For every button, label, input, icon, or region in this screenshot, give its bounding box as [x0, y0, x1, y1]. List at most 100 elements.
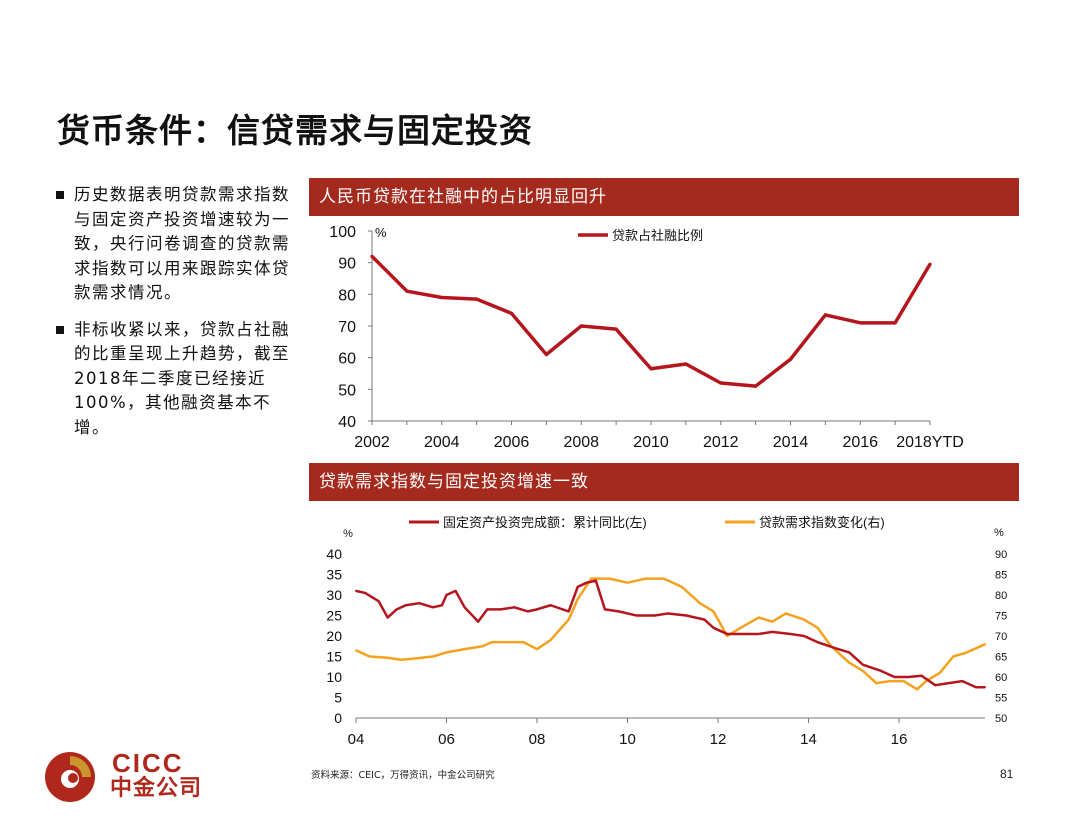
chart2-loan-demand-point — [984, 643, 986, 646]
chart2-fai-point — [404, 604, 407, 607]
chart2-fai-point — [802, 635, 805, 637]
chart2-loan-demand-point — [816, 626, 819, 629]
chart2-fai-point — [454, 589, 457, 592]
chart1-x-tick-label: 2010 — [633, 434, 669, 451]
chart1-y-tick-label: 70 — [338, 319, 356, 336]
chart1-unit-label: % — [375, 225, 387, 240]
chart2-fai-point — [712, 626, 715, 629]
chart1-x-tick-label: 2014 — [773, 434, 809, 451]
bullet-list: 历史数据表明贷款需求指数与固定资产投资增速较为一致，央行问卷调查的贷款需求指数可… — [54, 183, 294, 452]
bullet-square-icon — [56, 191, 64, 199]
chart2-fai-point — [726, 632, 729, 635]
chart1-data-point — [544, 352, 548, 357]
bullet-text: 历史数据表明贷款需求指数与固定资产投资增速较为一致，央行问卷调查的贷款需求指数可… — [74, 185, 290, 302]
chart2-header: 贷款需求指数与固定投资增速一致 — [309, 463, 1019, 501]
chart2-loan-demand-point — [888, 680, 891, 683]
chart2-loan-demand-point — [368, 655, 371, 658]
chart2-x-tick-label: 04 — [348, 731, 365, 748]
chart2-loan-demand-point — [626, 581, 629, 584]
chart2-loan-demand-point — [771, 620, 774, 623]
chart2-loan-demand-point — [861, 669, 864, 672]
chart2-right-tick-label: 55 — [995, 693, 1007, 705]
chart2-loan-demand-point — [916, 688, 919, 691]
chart2-fai-point — [907, 676, 910, 678]
chart2-fai-point — [513, 606, 516, 609]
chart2-fai-point — [834, 647, 837, 650]
chart2-left-tick-label: 35 — [326, 567, 342, 583]
chart2-loan-demand-point — [712, 610, 715, 613]
chart1-x-tick-label: 2008 — [563, 434, 599, 451]
chart2-left-tick-label: 40 — [326, 546, 342, 562]
chart2-left-tick-label: 0 — [334, 710, 342, 726]
chart2-fai-point — [536, 608, 539, 611]
chart1-data-point — [649, 367, 653, 371]
chart1-data-point — [788, 357, 793, 361]
chart2-fai-point — [594, 579, 597, 582]
chart2-fai-point — [848, 651, 851, 654]
chart2-fai-point — [974, 686, 977, 689]
chart2-series-fai-line — [355, 579, 985, 689]
chart2-loan-demand-point — [644, 577, 647, 580]
chart2-loan-demand-point — [413, 657, 416, 660]
chart2-fai-point — [477, 620, 480, 623]
chart2-loan-demand-point — [757, 616, 760, 619]
chart2-loan-demand-point — [549, 639, 552, 642]
chart2-fai-point — [463, 606, 466, 609]
chart1-x-tick-label: 2016 — [842, 434, 878, 451]
chart1-data-point — [614, 327, 618, 331]
chart2-right-tick-label: 50 — [995, 713, 1007, 725]
chart2-fai-point — [386, 616, 389, 619]
chart2-right-tick-label: 90 — [995, 549, 1007, 561]
chart2-x-tick-label: 10 — [619, 731, 636, 748]
chart2-left-tick-label: 5 — [334, 690, 342, 706]
chart2-fai-point — [920, 674, 923, 677]
chart2-fai-point — [635, 614, 638, 617]
chart2-right-unit-label: % — [994, 527, 1004, 539]
chart1-data-point — [928, 262, 932, 266]
chart2-fai-point — [771, 630, 774, 633]
chart2-loan-demand-point — [355, 649, 357, 652]
chart2-loan-demand-point — [567, 618, 570, 621]
logo-latin-text: CICC — [112, 748, 184, 778]
chart2-fai-point — [961, 680, 964, 683]
chart2-loan-demand-point — [590, 577, 593, 580]
cicc-emblem-icon — [45, 752, 95, 802]
chart1-header: 人民币贷款在社融中的占比明显回升 — [309, 178, 1019, 216]
chart1-data-point — [754, 384, 758, 388]
chart2-fai-point — [703, 618, 706, 621]
chart2-fai-point — [486, 608, 489, 611]
chart2-fai-point — [816, 641, 819, 644]
chart1-data-point — [475, 297, 479, 301]
chart2-loan-demand-point — [784, 612, 787, 615]
chart2-fai-point — [789, 632, 792, 635]
chart2-fai-point — [526, 610, 529, 613]
chart2-fai-point — [585, 581, 588, 584]
chart2-loan-demand-point — [386, 656, 389, 659]
chart2-fai-point — [653, 614, 656, 617]
chart2-loan-demand-point — [463, 648, 466, 651]
chart1-data-point — [684, 362, 688, 366]
cicc-logo: CICC 中金公司 — [42, 748, 212, 806]
chart2-fai-point — [934, 684, 937, 687]
chart2-right-tick-label: 80 — [995, 590, 1007, 602]
source-note: 资料来源：CEIC，万得资讯，中金公司研究 — [311, 770, 495, 781]
bullet-item: 历史数据表明贷款需求指数与固定资产投资增速较为一致，央行问卷调查的贷款需求指数可… — [54, 183, 294, 306]
chart2-loan-demand-point — [698, 602, 701, 605]
chart2-loan-demand-point — [952, 655, 955, 658]
chart2-loan-demand-point — [848, 661, 851, 664]
chart2-loan-demand-point — [739, 626, 742, 629]
page-number: 81 — [1000, 767, 1014, 781]
chart2-fai-point — [757, 632, 760, 635]
bullet-square-icon — [56, 325, 64, 334]
chart1-y-tick-label: 90 — [338, 256, 356, 273]
chart2-fai-point — [418, 602, 421, 605]
chart2-loan-demand-point — [680, 585, 683, 588]
chart2-loan-demand-point — [400, 658, 403, 661]
chart2-loan-demand-point — [938, 671, 941, 674]
chart2-x-tick-label: 06 — [438, 731, 455, 748]
chart2-fai-point — [377, 600, 380, 603]
chart1-legend-label: 贷款占社融比例 — [612, 228, 703, 243]
chart1-x-tick-label: 2018YTD — [896, 434, 964, 451]
chart2-fai-point — [576, 585, 579, 588]
chart2-fai-point — [617, 610, 620, 613]
